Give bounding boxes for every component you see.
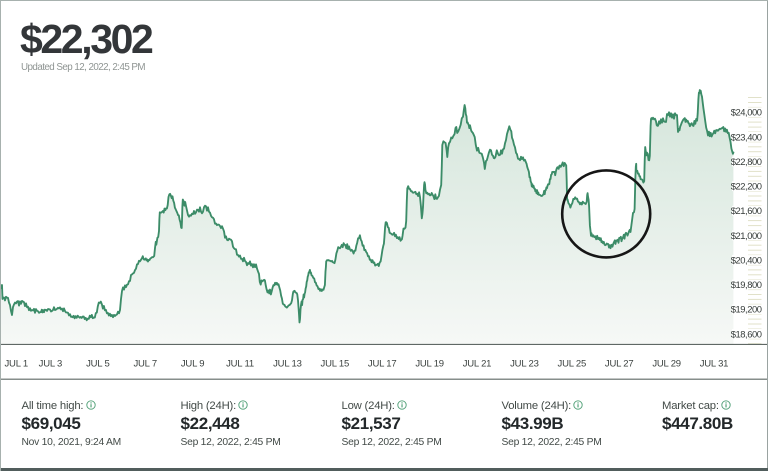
svg-text:$19,800: $19,800 (731, 279, 762, 290)
svg-text:JUL 15: JUL 15 (321, 358, 350, 369)
svg-text:JUL 27: JUL 27 (605, 358, 634, 369)
svg-text:JUL 29: JUL 29 (652, 358, 681, 369)
svg-text:JUL 19: JUL 19 (415, 358, 444, 369)
svg-text:JUL 3: JUL 3 (39, 358, 62, 369)
svg-text:$23,400: $23,400 (731, 131, 762, 142)
svg-text:$22,200: $22,200 (731, 181, 762, 192)
svg-text:$18,600: $18,600 (731, 328, 762, 339)
svg-text:JUL 11: JUL 11 (226, 358, 254, 369)
svg-text:JUL 7: JUL 7 (133, 358, 156, 369)
svg-text:JUL 5: JUL 5 (86, 358, 109, 369)
svg-text:JUL 25: JUL 25 (558, 358, 587, 369)
svg-text:$21,600: $21,600 (731, 205, 762, 216)
svg-text:JUL 9: JUL 9 (181, 358, 204, 369)
svg-text:JUL 23: JUL 23 (510, 358, 539, 369)
svg-text:$19,200: $19,200 (731, 304, 762, 315)
svg-text:JUL 31: JUL 31 (700, 358, 729, 369)
svg-text:JUL 1: JUL 1 (5, 358, 28, 369)
svg-text:JUL 13: JUL 13 (273, 358, 302, 369)
svg-text:$21,000: $21,000 (731, 230, 762, 241)
svg-text:$20,400: $20,400 (731, 254, 762, 265)
svg-text:JUL 17: JUL 17 (368, 358, 397, 369)
svg-text:$24,000: $24,000 (731, 107, 762, 118)
svg-text:$22,800: $22,800 (731, 156, 762, 167)
svg-text:JUL 21: JUL 21 (463, 358, 492, 369)
